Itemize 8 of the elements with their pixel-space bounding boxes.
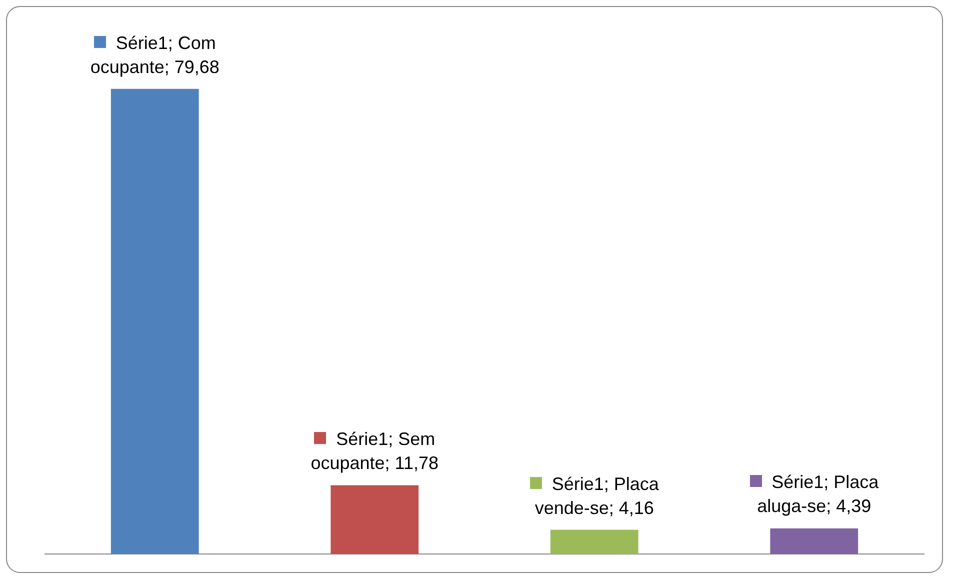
bar bbox=[550, 530, 638, 554]
data-label: Série1; Placa aluga-se; 4,39 bbox=[757, 472, 879, 516]
bar bbox=[770, 528, 858, 554]
data-label: Série1; Sem ocupante; 11,78 bbox=[310, 429, 439, 474]
bar bbox=[330, 485, 419, 554]
bar bbox=[110, 88, 199, 554]
data-label: Série1; Placa vende-se; 4,16 bbox=[534, 474, 659, 518]
data-label: Série1; Com ocupante; 79,68 bbox=[90, 32, 220, 77]
